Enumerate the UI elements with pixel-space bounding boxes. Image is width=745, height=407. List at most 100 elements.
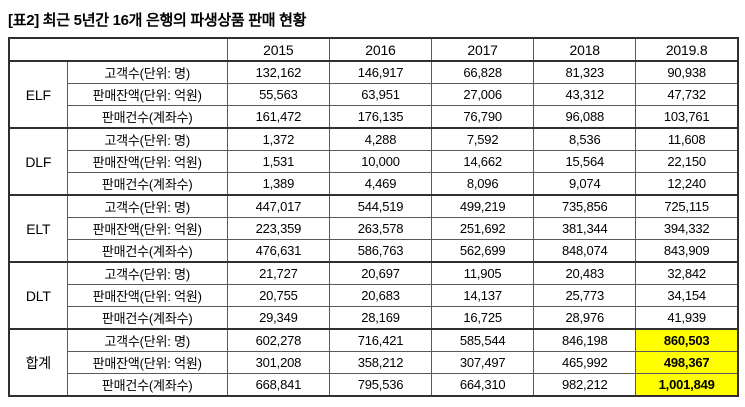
value-cell: 90,938 — [635, 60, 739, 84]
year-header-2017: 2017 — [431, 37, 535, 62]
value-cell: 8,096 — [431, 172, 535, 196]
value-cell: 716,421 — [328, 328, 433, 352]
value-cell: 55,563 — [226, 83, 330, 106]
group-label-dlt: DLT — [8, 261, 68, 330]
value-cell: 263,578 — [328, 217, 433, 240]
value-cell: 76,790 — [431, 105, 535, 129]
header-row: 2015 2016 2017 2018 2019.8 — [8, 37, 739, 62]
value-cell: 12,240 — [635, 172, 739, 196]
value-cell: 846,198 — [533, 328, 637, 352]
table-row: 판매잔액(단위: 억원) 1,531 10,000 14,662 15,564 … — [9, 150, 739, 173]
value-cell: 1,389 — [226, 172, 330, 196]
table-row: 판매잔액(단위: 억원) 20,755 20,683 14,137 25,773… — [9, 284, 739, 307]
value-cell: 7,592 — [431, 127, 535, 151]
year-header-2018: 2018 — [533, 37, 637, 62]
table-row: ELF 고객수(단위: 명) 132,162 146,917 66,828 81… — [8, 60, 739, 129]
value-cell: 21,727 — [226, 261, 330, 285]
value-cell: 499,219 — [431, 194, 535, 218]
group-label-dlf: DLF — [8, 127, 68, 196]
value-cell: 20,683 — [328, 284, 433, 307]
table-row: 판매잔액(단위: 억원) 301,208 358,212 307,497 465… — [9, 351, 739, 374]
value-cell: 11,905 — [431, 261, 535, 285]
value-cell: 15,564 — [533, 150, 637, 173]
value-cell: 585,544 — [431, 328, 535, 352]
highlighted-total-cell: 498,367 — [635, 351, 739, 374]
value-cell: 32,842 — [635, 261, 739, 285]
value-cell: 103,761 — [635, 105, 739, 129]
value-cell: 41,939 — [635, 306, 739, 330]
table-row: DLF 고객수(단위: 명) 1,372 4,288 7,592 8,536 1… — [8, 127, 739, 196]
table-row: 판매건수(계좌수) 668,841 795,536 664,310 982,21… — [9, 373, 739, 397]
value-cell: 81,323 — [533, 60, 637, 84]
table-row: 판매건수(계좌수) 476,631 586,763 562,699 848,07… — [9, 239, 739, 263]
value-cell: 848,074 — [533, 239, 637, 263]
value-cell: 28,976 — [533, 306, 637, 330]
metric-label: 판매잔액(단위: 억원) — [66, 351, 228, 374]
metric-label: 고객수(단위: 명) — [66, 127, 228, 151]
value-cell: 10,000 — [328, 150, 433, 173]
value-cell: 47,732 — [635, 83, 739, 106]
derivatives-sales-table: 2015 2016 2017 2018 2019.8 ELF 고객수(단위: 명… — [8, 37, 739, 397]
metric-label: 판매건수(계좌수) — [66, 105, 228, 129]
table-row: 판매건수(계좌수) 161,472 176,135 76,790 96,088 … — [9, 105, 739, 129]
metric-label: 판매잔액(단위: 억원) — [66, 217, 228, 240]
table-row: ELT 고객수(단위: 명) 447,017 544,519 499,219 7… — [8, 194, 739, 263]
metric-label: 고객수(단위: 명) — [66, 261, 228, 285]
table-row: 합계 고객수(단위: 명) 602,278 716,421 585,544 84… — [8, 328, 739, 397]
value-cell: 586,763 — [328, 239, 433, 263]
year-header-2016: 2016 — [328, 37, 433, 62]
value-cell: 25,773 — [533, 284, 637, 307]
value-cell: 14,662 — [431, 150, 535, 173]
year-header-2019-8: 2019.8 — [635, 37, 739, 62]
table-row: 판매잔액(단위: 억원) 55,563 63,951 27,006 43,312… — [9, 83, 739, 106]
value-cell: 735,856 — [533, 194, 637, 218]
value-cell: 602,278 — [226, 328, 330, 352]
value-cell: 28,169 — [328, 306, 433, 330]
metric-label: 고객수(단위: 명) — [66, 194, 228, 218]
value-cell: 223,359 — [226, 217, 330, 240]
value-cell: 43,312 — [533, 83, 637, 106]
value-cell: 843,909 — [635, 239, 739, 263]
value-cell: 132,162 — [226, 60, 330, 84]
value-cell: 795,536 — [328, 373, 433, 397]
corner-cell — [8, 37, 228, 62]
metric-label: 판매잔액(단위: 억원) — [66, 150, 228, 173]
value-cell: 63,951 — [328, 83, 433, 106]
metric-label: 판매건수(계좌수) — [66, 172, 228, 196]
highlighted-total-cell: 860,503 — [635, 328, 739, 352]
value-cell: 544,519 — [328, 194, 433, 218]
metric-label: 고객수(단위: 명) — [66, 328, 228, 352]
value-cell: 982,212 — [533, 373, 637, 397]
value-cell: 358,212 — [328, 351, 433, 374]
value-cell: 562,699 — [431, 239, 535, 263]
metric-label: 고객수(단위: 명) — [66, 60, 228, 84]
value-cell: 668,841 — [226, 373, 330, 397]
value-cell: 20,483 — [533, 261, 637, 285]
value-cell: 1,531 — [226, 150, 330, 173]
value-cell: 301,208 — [226, 351, 330, 374]
value-cell: 725,115 — [635, 194, 739, 218]
value-cell: 27,006 — [431, 83, 535, 106]
value-cell: 11,608 — [635, 127, 739, 151]
value-cell: 1,372 — [226, 127, 330, 151]
metric-label: 판매건수(계좌수) — [66, 239, 228, 263]
table-row: 판매건수(계좌수) 29,349 28,169 16,725 28,976 41… — [9, 306, 739, 330]
value-cell: 161,472 — [226, 105, 330, 129]
table-caption: [표2] 최근 5년간 16개 은행의 파생상품 판매 현황 — [8, 12, 307, 29]
value-cell: 4,469 — [328, 172, 433, 196]
value-cell: 29,349 — [226, 306, 330, 330]
group-label-elf: ELF — [8, 60, 68, 129]
value-cell: 16,725 — [431, 306, 535, 330]
value-cell: 4,288 — [328, 127, 433, 151]
value-cell: 307,497 — [431, 351, 535, 374]
value-cell: 34,154 — [635, 284, 739, 307]
table-row: DLT 고객수(단위: 명) 21,727 20,697 11,905 20,4… — [8, 261, 739, 330]
value-cell: 146,917 — [328, 60, 433, 84]
group-label-elt: ELT — [8, 194, 68, 263]
value-cell: 251,692 — [431, 217, 535, 240]
value-cell: 9,074 — [533, 172, 637, 196]
value-cell: 664,310 — [431, 373, 535, 397]
metric-label: 판매잔액(단위: 억원) — [66, 284, 228, 307]
value-cell: 20,755 — [226, 284, 330, 307]
value-cell: 96,088 — [533, 105, 637, 129]
